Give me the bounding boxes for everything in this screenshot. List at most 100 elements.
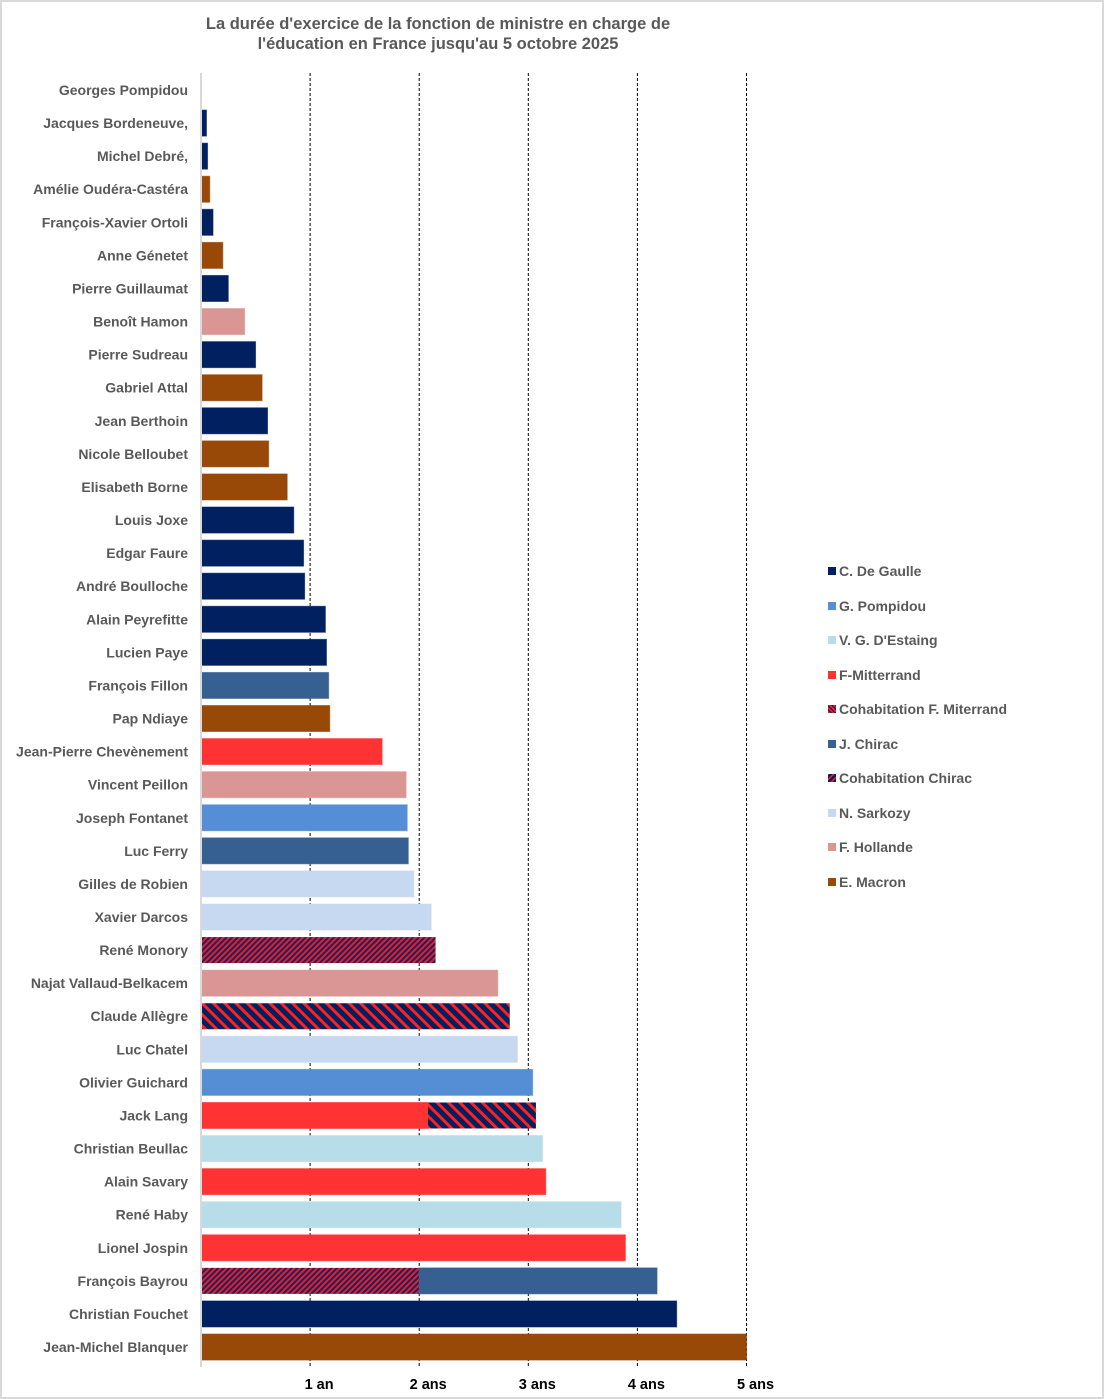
- category-label: Jean-Pierre Chevènement: [16, 744, 188, 760]
- category-label: Lionel Jospin: [98, 1240, 188, 1256]
- chart-title-line-2: l'éducation en France jusqu'au 5 octobre…: [257, 35, 619, 53]
- category-label: Michel Debré,: [97, 148, 188, 164]
- category-label: Pierre Guillaumat: [72, 280, 188, 296]
- category-label: Gabriel Attal: [105, 380, 188, 396]
- legend-label: V. G. D'Estaing: [839, 632, 938, 649]
- legend-swatch: [828, 774, 836, 783]
- bar-segment: [200, 572, 306, 600]
- category-label: Jean-Michel Blanquer: [43, 1339, 188, 1355]
- category-label: Benoît Hamon: [93, 314, 188, 330]
- category-label: René Haby: [116, 1207, 189, 1223]
- bar-segment: [200, 738, 383, 766]
- legend-label: E. Macron: [839, 873, 906, 890]
- category-label: Christian Beullac: [74, 1141, 189, 1157]
- category-label: René Monory: [99, 942, 188, 958]
- legend-label: C. De Gaulle: [839, 563, 922, 580]
- x-tick-label: 1 an: [305, 1377, 334, 1393]
- bar-segment: [200, 1300, 678, 1328]
- category-label: Gilles de Robien: [78, 876, 188, 892]
- legend-swatch: [828, 670, 836, 679]
- bar-segment: [201, 1003, 510, 1030]
- chart-title: La durée d'exercice de la fonction de mi…: [140, 14, 736, 54]
- bar-segment: [418, 1267, 658, 1295]
- category-label: Jean Berthoin: [95, 413, 188, 429]
- bar-segment: [200, 1035, 518, 1063]
- category-label: Claude Allègre: [90, 1008, 188, 1024]
- legend-item: F. Hollande: [828, 830, 1007, 865]
- category-label: Georges Pompidou: [59, 82, 188, 98]
- bar-segment: [200, 1333, 747, 1361]
- legend-item: V. G. D'Estaing: [828, 623, 1007, 658]
- bar-segment: [200, 341, 257, 369]
- legend-item: Cohabitation Chirac: [828, 761, 1007, 796]
- legend-swatch: [828, 877, 836, 886]
- x-tick-labels: 1 an 2 ans 3 ans 4 ans 5 ans: [305, 1377, 774, 1393]
- bar-segment: [200, 804, 408, 832]
- bar-segment: [200, 969, 499, 997]
- legend-item: E. Macron: [828, 865, 1007, 900]
- bars: [200, 109, 747, 1361]
- bar-segment: [200, 407, 269, 435]
- legend-item: Cohabitation F. Miterrand: [828, 692, 1007, 727]
- bar-segment: [200, 705, 331, 733]
- category-label: Nicole Belloubet: [78, 446, 188, 462]
- legend-swatch: [828, 636, 836, 645]
- legend-item: J. Chirac: [828, 727, 1007, 762]
- bar-segment: [200, 1168, 547, 1196]
- category-label: Jack Lang: [120, 1107, 188, 1123]
- bar-segment: [200, 506, 295, 534]
- category-label: Pap Ndiaye: [113, 711, 189, 727]
- x-tick-label: 4 ans: [628, 1377, 665, 1393]
- legend-item: F-Mitterrand: [828, 658, 1007, 693]
- legend-swatch: [828, 705, 836, 714]
- bar-segment: [200, 1135, 543, 1163]
- legend-swatch: [828, 567, 836, 576]
- bar-segment: [200, 638, 327, 666]
- legend-label: F-Mitterrand: [839, 666, 921, 683]
- bar-segment: [200, 308, 246, 336]
- category-label: Luc Ferry: [124, 843, 188, 859]
- bar-segment: [200, 274, 229, 302]
- bar-segment: [200, 903, 432, 931]
- bar-segment: [200, 1101, 429, 1129]
- legend-label: G. Pompidou: [839, 597, 927, 614]
- legend-swatch: [828, 808, 836, 817]
- bar-segment: [200, 1201, 622, 1229]
- bar-segment: [200, 870, 415, 898]
- category-labels: Georges Pompidou Jacques Bordeneuve, Miche…: [16, 82, 189, 1355]
- legend: C. De Gaulle G. Pompidou V. G. D'Estaing F-…: [828, 554, 1007, 899]
- legend-item: G. Pompidou: [828, 589, 1007, 624]
- bar-segment: [200, 1068, 534, 1096]
- bar-segment: [201, 937, 436, 964]
- category-label: Christian Fouchet: [69, 1306, 188, 1322]
- bar-segment: [200, 473, 288, 501]
- category-label: Luc Chatel: [116, 1041, 188, 1057]
- legend-swatch: [828, 739, 836, 748]
- legend-swatch: [828, 601, 836, 610]
- legend-label: F. Hollande: [839, 839, 913, 856]
- category-label: Amélie Oudéra-Castéra: [33, 181, 188, 197]
- chart-title-line-1: La durée d'exercice de la fonction de mi…: [205, 15, 671, 33]
- x-tick-label: 5 ans: [737, 1377, 774, 1393]
- legend-label: Cohabitation Chirac: [839, 770, 973, 787]
- bar-segment: [200, 241, 224, 269]
- bar-segment: [200, 440, 270, 468]
- legend-label: Cohabitation F. Miterrand: [839, 701, 1007, 718]
- bar-segment: [200, 1234, 626, 1262]
- category-label: Lucien Paye: [106, 644, 188, 660]
- bar-segment: [201, 1267, 420, 1294]
- bar-segment: [200, 374, 263, 402]
- bar-segment: [200, 771, 407, 799]
- bar-segment: [200, 671, 330, 699]
- category-label: Najat Vallaud-Belkacem: [31, 975, 188, 991]
- x-tick-label: 2 ans: [410, 1377, 447, 1393]
- category-label: Xavier Darcos: [95, 909, 189, 925]
- bar-segment: [427, 1102, 536, 1129]
- bar-segment: [200, 175, 211, 203]
- bar-segment: [200, 208, 214, 236]
- category-label: François-Xavier Ortoli: [42, 214, 188, 230]
- category-label: Joseph Fontanet: [76, 810, 188, 826]
- x-tick-label: 3 ans: [519, 1377, 556, 1393]
